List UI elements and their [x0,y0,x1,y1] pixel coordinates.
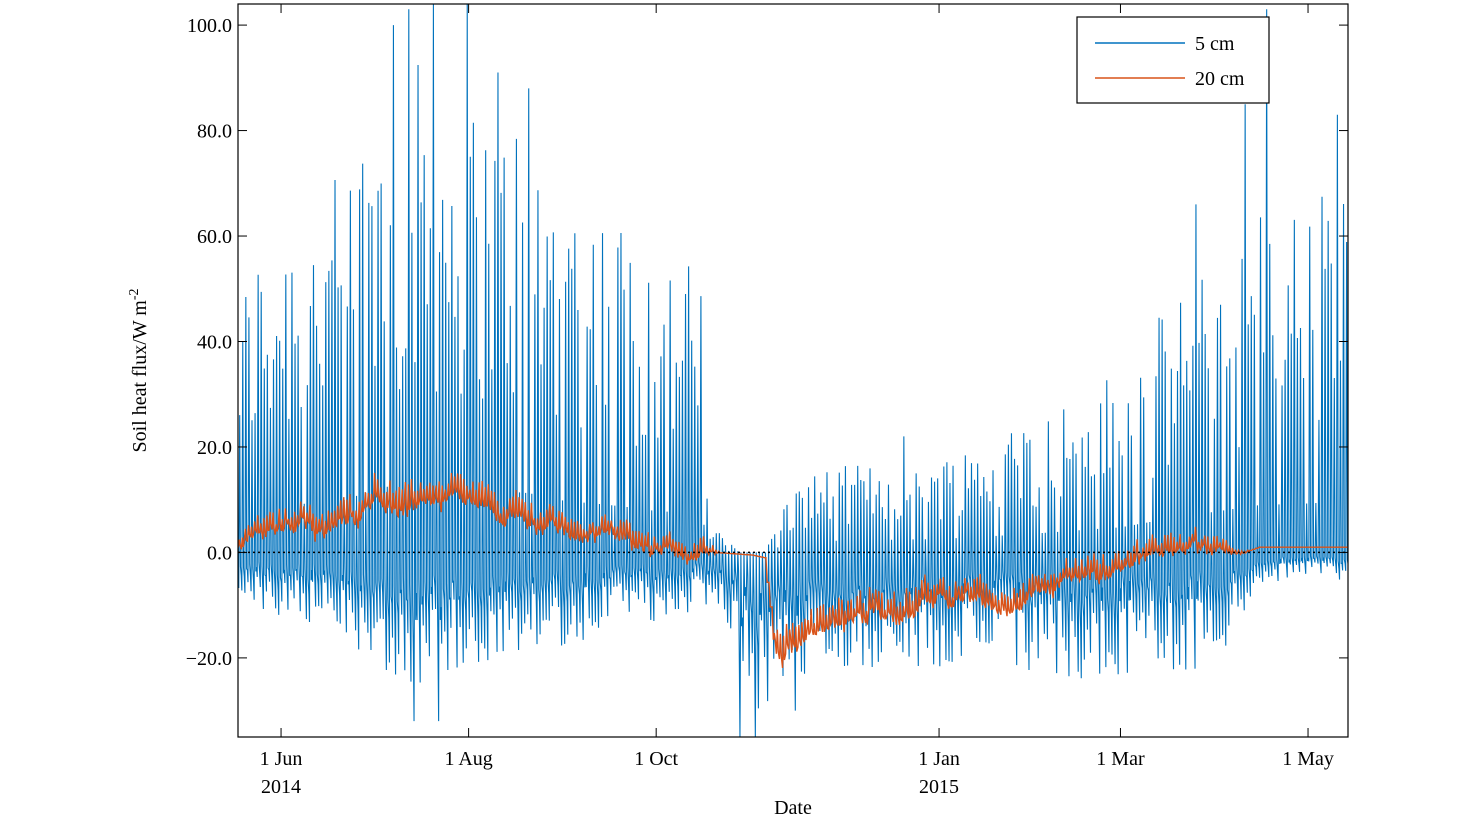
x-tick-label: 1 Jan [918,748,960,770]
y-tick-label: 80.0 [197,121,232,143]
y-tick-label: 0.0 [207,542,232,564]
y-tick-label: −20.0 [186,648,232,670]
y-tick-label: 60.0 [197,226,232,248]
y-axis-title-main: Soil heat flux/W m [129,300,151,453]
x-axis: 1 Jun 2014 1 Aug 1 Oct 1 Jan 2015 1 Mar 1 May [260,4,1334,798]
y-axis-title: Soil heat flux/W m-2 [127,288,151,452]
x-tick-label: 1 Jun [260,748,303,770]
series-line-5cm [238,4,1348,737]
x-tick-year-label: 2014 [261,776,301,798]
y-axis-title-superscript: -2 [127,288,142,300]
x-tick-label: 1 Mar [1096,748,1145,770]
plot-frame [237,3,1349,738]
y-tick-label: 40.0 [197,331,232,353]
legend-label-5cm: 5 cm [1195,33,1235,55]
legend-label-20cm: 20 cm [1195,68,1245,90]
series-layer [238,4,1348,737]
x-tick-label: 1 May [1282,748,1334,770]
y-axis: −20.0 0.0 20.0 40.0 60.0 80.0 100.0 [186,15,1348,670]
x-tick-label: 1 Oct [634,748,678,770]
x-tick-label: 1 Aug [444,748,492,770]
x-tick-year-label: 2015 [919,776,959,798]
y-tick-label: 20.0 [197,437,232,459]
y-tick-label: 100.0 [187,15,232,37]
legend: 5 cm 20 cm [1076,16,1270,104]
series-line-20cm [238,472,1348,669]
legend-box [1076,16,1270,104]
x-axis-title: Date [774,797,812,819]
